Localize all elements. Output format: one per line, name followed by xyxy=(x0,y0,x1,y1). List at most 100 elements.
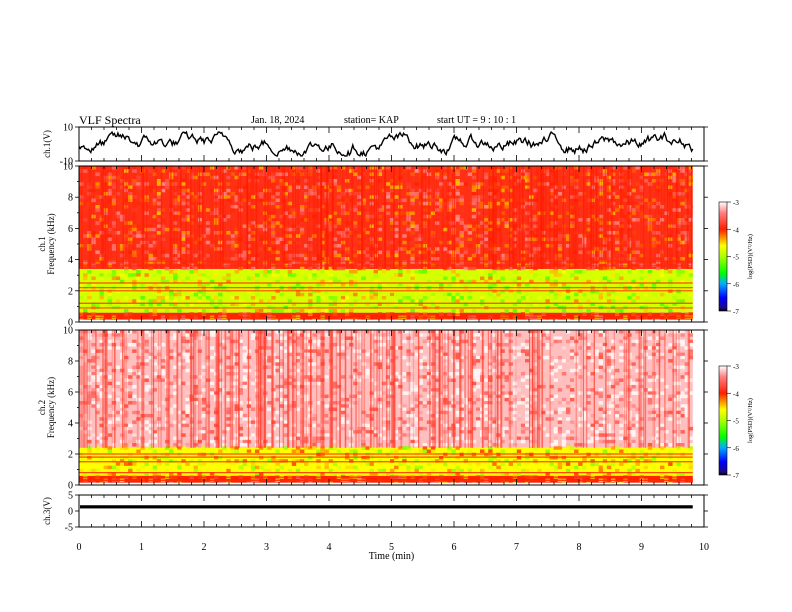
psd-cell xyxy=(496,472,501,476)
psd-cell xyxy=(394,234,399,238)
psd-cell xyxy=(565,430,571,434)
psd-cell xyxy=(353,368,358,373)
psd-cell xyxy=(242,172,248,177)
psd-cell xyxy=(398,426,403,431)
psd-cell xyxy=(680,179,685,183)
psd-cell xyxy=(422,260,428,264)
psd-cell xyxy=(631,266,636,271)
psd-cell xyxy=(402,410,407,415)
psd-cell xyxy=(443,224,448,229)
psd-cell xyxy=(156,417,162,421)
psd-cell xyxy=(598,250,604,255)
psd-cell xyxy=(365,413,370,418)
psd-cell xyxy=(181,188,186,193)
psd-cell xyxy=(434,221,440,225)
psd-cell xyxy=(385,455,391,460)
psd-cell xyxy=(410,404,415,408)
psd-cell xyxy=(549,365,554,370)
psd-cell xyxy=(496,401,501,405)
psd-cell xyxy=(557,365,563,370)
psd-cell xyxy=(447,175,452,180)
psd-cell xyxy=(185,188,190,193)
psd-cell xyxy=(316,175,321,180)
psd-cell xyxy=(238,302,243,307)
psd-cell xyxy=(254,309,260,313)
psd-cell xyxy=(389,296,395,300)
psd-cell xyxy=(91,472,96,476)
psd-cell xyxy=(553,296,559,300)
psd-cell xyxy=(524,201,530,206)
psd-cell xyxy=(177,185,182,190)
psd-cell xyxy=(214,221,219,225)
psd-cell xyxy=(414,257,419,261)
psd-cell xyxy=(124,378,129,382)
psd-cell xyxy=(500,371,505,376)
psd-cell xyxy=(185,423,190,428)
psd-cell xyxy=(357,336,362,340)
psd-cell xyxy=(181,359,186,363)
psd-cell xyxy=(578,192,583,196)
psd-cell xyxy=(430,459,436,463)
psd-cell xyxy=(254,420,260,424)
psd-cell xyxy=(467,299,473,303)
psd-cell xyxy=(471,182,477,186)
psd-cell xyxy=(606,266,612,271)
psd-cell xyxy=(304,333,309,337)
psd-cell xyxy=(115,381,121,386)
psd-cell xyxy=(124,244,129,248)
psd-cell xyxy=(434,459,440,463)
psd-cell xyxy=(578,234,583,238)
psd-cell xyxy=(218,404,223,408)
psd-cell xyxy=(349,336,354,340)
psd-cell xyxy=(87,299,92,303)
psd-cell xyxy=(586,352,591,357)
psd-cell xyxy=(524,253,530,258)
psd-cell xyxy=(177,250,182,255)
psd-cell xyxy=(443,247,448,251)
psd-cell xyxy=(132,182,137,186)
psd-cell xyxy=(107,446,113,450)
psd-cell xyxy=(655,175,661,180)
psd-cell xyxy=(488,283,493,287)
psd-cell xyxy=(508,339,514,344)
psd-cell xyxy=(586,394,591,399)
psd-cell xyxy=(459,166,464,170)
psd-cell xyxy=(553,436,559,441)
psd-cell xyxy=(193,240,198,245)
psd-cell xyxy=(271,214,276,219)
psd-cell xyxy=(570,436,575,441)
psd-cell xyxy=(439,430,444,434)
psd-cell xyxy=(83,244,88,248)
psd-cell xyxy=(308,309,313,313)
psd-cell xyxy=(524,172,530,177)
psd-cell xyxy=(586,339,591,344)
psd-cell xyxy=(524,413,530,418)
psd-cell xyxy=(234,302,239,307)
psd-cell xyxy=(455,410,460,415)
psd-cell xyxy=(586,218,591,222)
psd-cell xyxy=(246,169,252,173)
psd-cell xyxy=(385,407,391,412)
psd-cell xyxy=(574,355,579,360)
psd-cell xyxy=(651,257,657,261)
psd-cell xyxy=(160,260,166,264)
psd-cell xyxy=(299,166,305,170)
psd-cell xyxy=(148,185,153,190)
psd-cell xyxy=(496,260,501,264)
psd-cell xyxy=(185,218,190,222)
psd-cell xyxy=(279,368,284,373)
psd-cell xyxy=(500,253,505,258)
psd-cell xyxy=(512,192,518,196)
psd-cell xyxy=(500,198,505,203)
psd-cell xyxy=(590,205,595,209)
psd-cell xyxy=(169,449,174,454)
psd-cell xyxy=(103,273,108,277)
psd-cell xyxy=(316,169,321,173)
psd-cell xyxy=(132,459,137,463)
psd-cell xyxy=(156,279,162,284)
psd-cell xyxy=(304,388,309,392)
psd-cell xyxy=(455,401,460,405)
psd-cell xyxy=(422,388,428,392)
psd-cell xyxy=(111,388,117,392)
psd-cell xyxy=(201,462,207,466)
